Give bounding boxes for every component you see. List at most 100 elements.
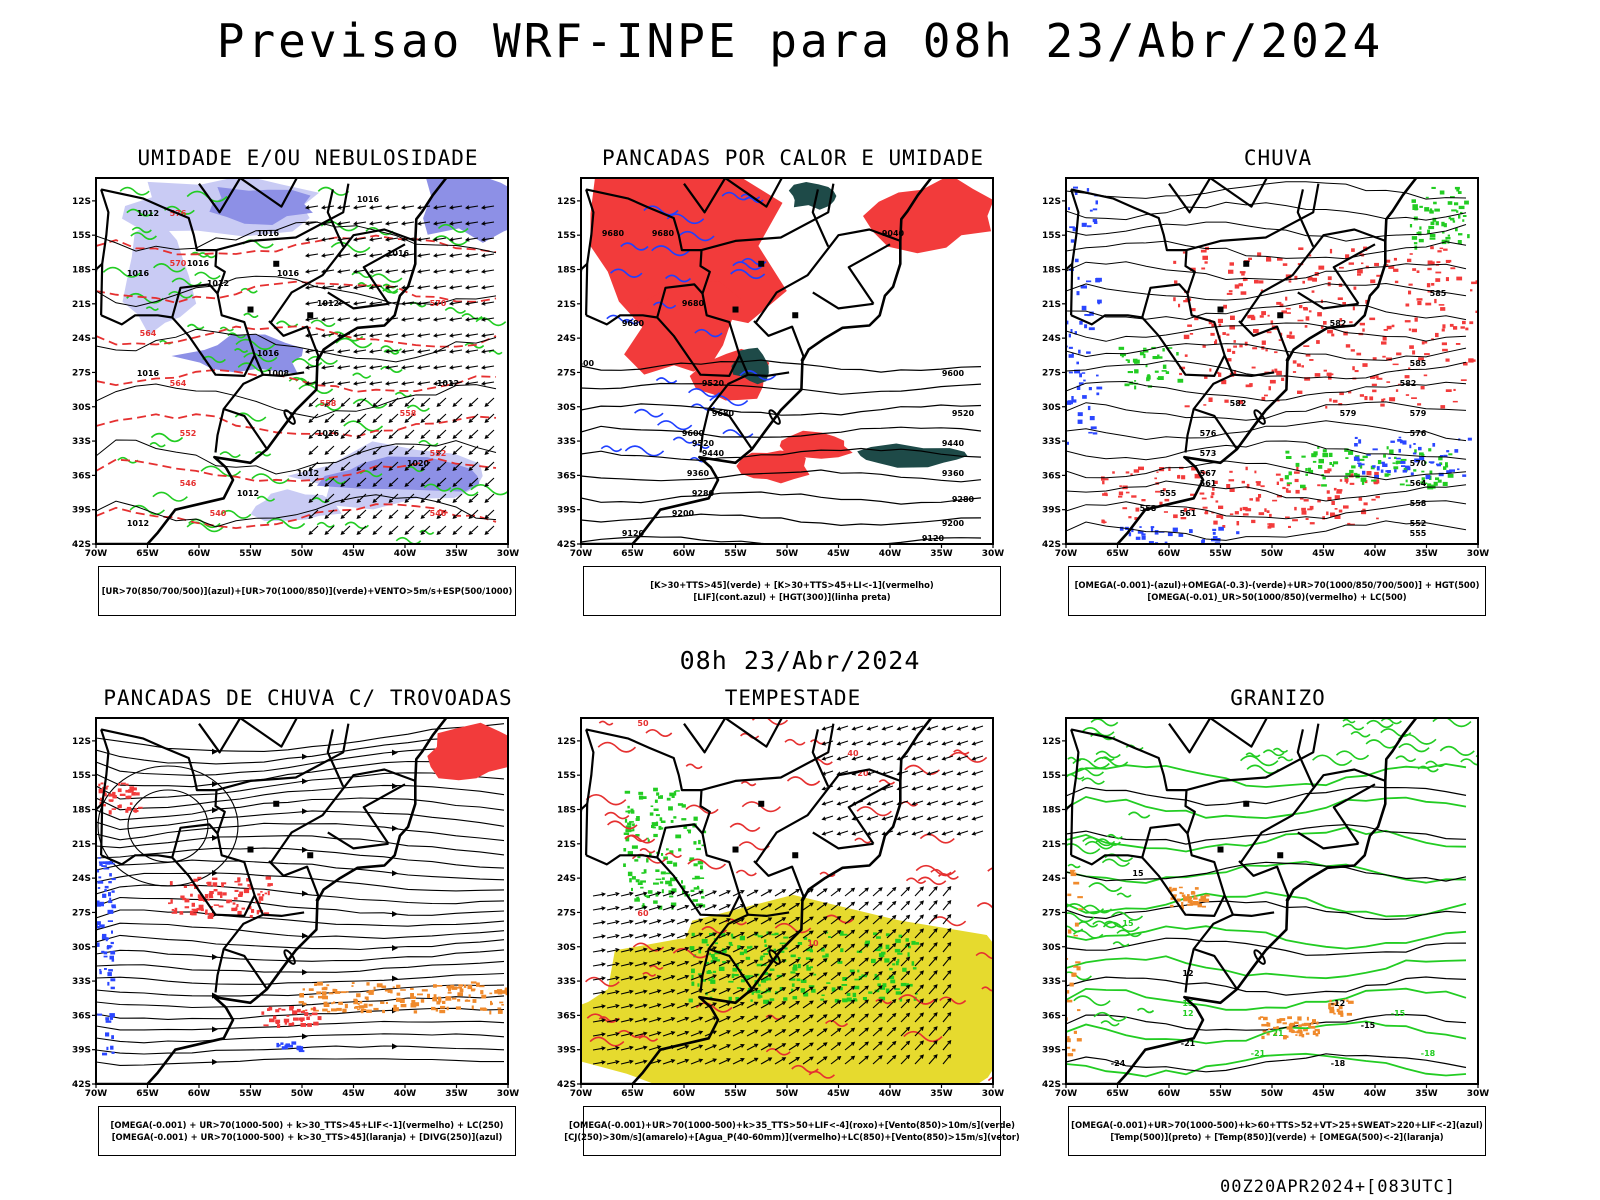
panel-legend: [K>30+TTS>45](verde) + [K>30+TTS>45+LI<-… bbox=[583, 566, 1001, 616]
rain-area bbox=[1358, 439, 1362, 444]
thunderstorm-area bbox=[376, 983, 383, 988]
wind-vector bbox=[400, 205, 415, 210]
rain-area bbox=[1202, 506, 1208, 509]
rain-area bbox=[1467, 234, 1470, 239]
political-border bbox=[326, 729, 345, 788]
humidity-contour bbox=[488, 349, 503, 355]
political-border bbox=[812, 831, 874, 850]
rain-area bbox=[1227, 348, 1232, 352]
thunderstorm-area bbox=[267, 885, 271, 887]
rain-area bbox=[1226, 333, 1230, 336]
streamline bbox=[96, 784, 505, 811]
rain-area bbox=[1267, 525, 1272, 529]
thunderstorm-area bbox=[309, 995, 314, 998]
wind-vector bbox=[420, 397, 431, 407]
thunderstorm-area bbox=[390, 989, 393, 994]
wind-vector bbox=[942, 1053, 952, 1065]
wind-vector bbox=[914, 942, 924, 953]
divergence-area bbox=[111, 958, 115, 962]
wind-vector bbox=[340, 509, 351, 519]
streamline-arrow bbox=[392, 870, 398, 877]
temp-850-contour bbox=[1116, 929, 1142, 938]
thunderstorm-area bbox=[476, 982, 480, 987]
wind-vector bbox=[634, 1045, 648, 1051]
political-border bbox=[747, 371, 790, 377]
wind-vector bbox=[914, 1026, 924, 1037]
wind-vector bbox=[866, 785, 879, 791]
lifted-index-contour bbox=[652, 301, 677, 309]
thunderstorm-area bbox=[231, 907, 237, 912]
low-level-jet-area bbox=[718, 966, 725, 971]
wind-vector bbox=[356, 413, 367, 423]
rain-area bbox=[1279, 478, 1284, 482]
rain-area bbox=[1173, 260, 1177, 264]
rain-area bbox=[1332, 399, 1338, 403]
temp-850-contour bbox=[1342, 718, 1356, 724]
thunderstorm-area bbox=[127, 795, 132, 798]
wind-vector bbox=[620, 1045, 634, 1051]
rain-area bbox=[1412, 268, 1417, 271]
contour-label: 1016 bbox=[257, 229, 280, 238]
thunderstorm-area bbox=[342, 1008, 347, 1013]
low-level-jet-area bbox=[650, 805, 654, 807]
wind-vector bbox=[384, 349, 399, 354]
rain-area bbox=[1078, 382, 1084, 385]
lifted-index-contour bbox=[624, 445, 665, 457]
thickness-contour bbox=[96, 280, 497, 304]
temp-850-contour bbox=[1100, 1020, 1120, 1027]
wind-vector bbox=[352, 237, 367, 242]
wind-vector bbox=[821, 755, 834, 761]
wind-vector bbox=[830, 944, 842, 953]
low-level-jet-area bbox=[713, 970, 717, 973]
contour-label: 9360 bbox=[687, 469, 710, 478]
wind-vector bbox=[844, 943, 856, 953]
rain-area bbox=[1435, 332, 1439, 338]
wind-vector bbox=[788, 944, 801, 953]
wind-vector bbox=[896, 770, 909, 776]
wind-vector bbox=[816, 1000, 828, 1009]
strong-omega-area bbox=[1061, 1003, 1064, 1008]
wind-vector bbox=[830, 888, 842, 897]
low-level-jet-area bbox=[653, 900, 658, 904]
wind-vector bbox=[484, 461, 495, 471]
low-level-jet-area bbox=[846, 997, 852, 1002]
divergence-area bbox=[108, 881, 112, 884]
temp-850-contour bbox=[1312, 754, 1353, 766]
wind-vector bbox=[802, 958, 814, 967]
rain-area bbox=[1261, 396, 1266, 401]
thunderstorm-area bbox=[360, 1008, 367, 1011]
wind-vector bbox=[942, 913, 952, 925]
rain-area bbox=[1425, 475, 1431, 480]
rain-area bbox=[1488, 379, 1491, 381]
wind-vector bbox=[928, 1040, 938, 1051]
lat-tick-label: 24S bbox=[1042, 334, 1061, 344]
low-level-jet-area bbox=[900, 982, 907, 987]
thunderstorm-area bbox=[336, 1007, 342, 1011]
political-border bbox=[585, 854, 741, 917]
rain-area bbox=[1299, 497, 1304, 500]
wind-vector bbox=[480, 221, 495, 226]
strong-omega-area bbox=[1288, 1023, 1294, 1027]
low-level-jet-area bbox=[690, 889, 695, 892]
divergence-area bbox=[107, 981, 110, 986]
rain-area bbox=[1435, 278, 1441, 282]
wind-vector bbox=[941, 725, 954, 731]
lake bbox=[273, 800, 280, 807]
thunderstorm-area bbox=[237, 910, 242, 916]
low-level-jet-area bbox=[673, 791, 677, 796]
rain-area bbox=[1301, 455, 1306, 458]
rain-area bbox=[1285, 307, 1291, 310]
thunderstorm-area bbox=[265, 876, 271, 880]
thunderstorm-area bbox=[313, 1009, 319, 1012]
rain-area bbox=[1093, 221, 1098, 224]
thunderstorm-area bbox=[511, 999, 517, 1003]
rain-area bbox=[1448, 453, 1453, 456]
temp-850-contour bbox=[1066, 891, 1467, 918]
strong-omega-area bbox=[1312, 1019, 1316, 1024]
rain-area bbox=[1349, 523, 1355, 526]
wind-vector bbox=[844, 1027, 856, 1037]
low-level-jet-area bbox=[700, 865, 703, 870]
low-level-jet-area bbox=[701, 938, 708, 944]
wind-vector bbox=[464, 365, 479, 370]
legend-line: [CJ(250)>30m/s](amarelo)+[Agua_P(40-60mm… bbox=[564, 1132, 1020, 1142]
